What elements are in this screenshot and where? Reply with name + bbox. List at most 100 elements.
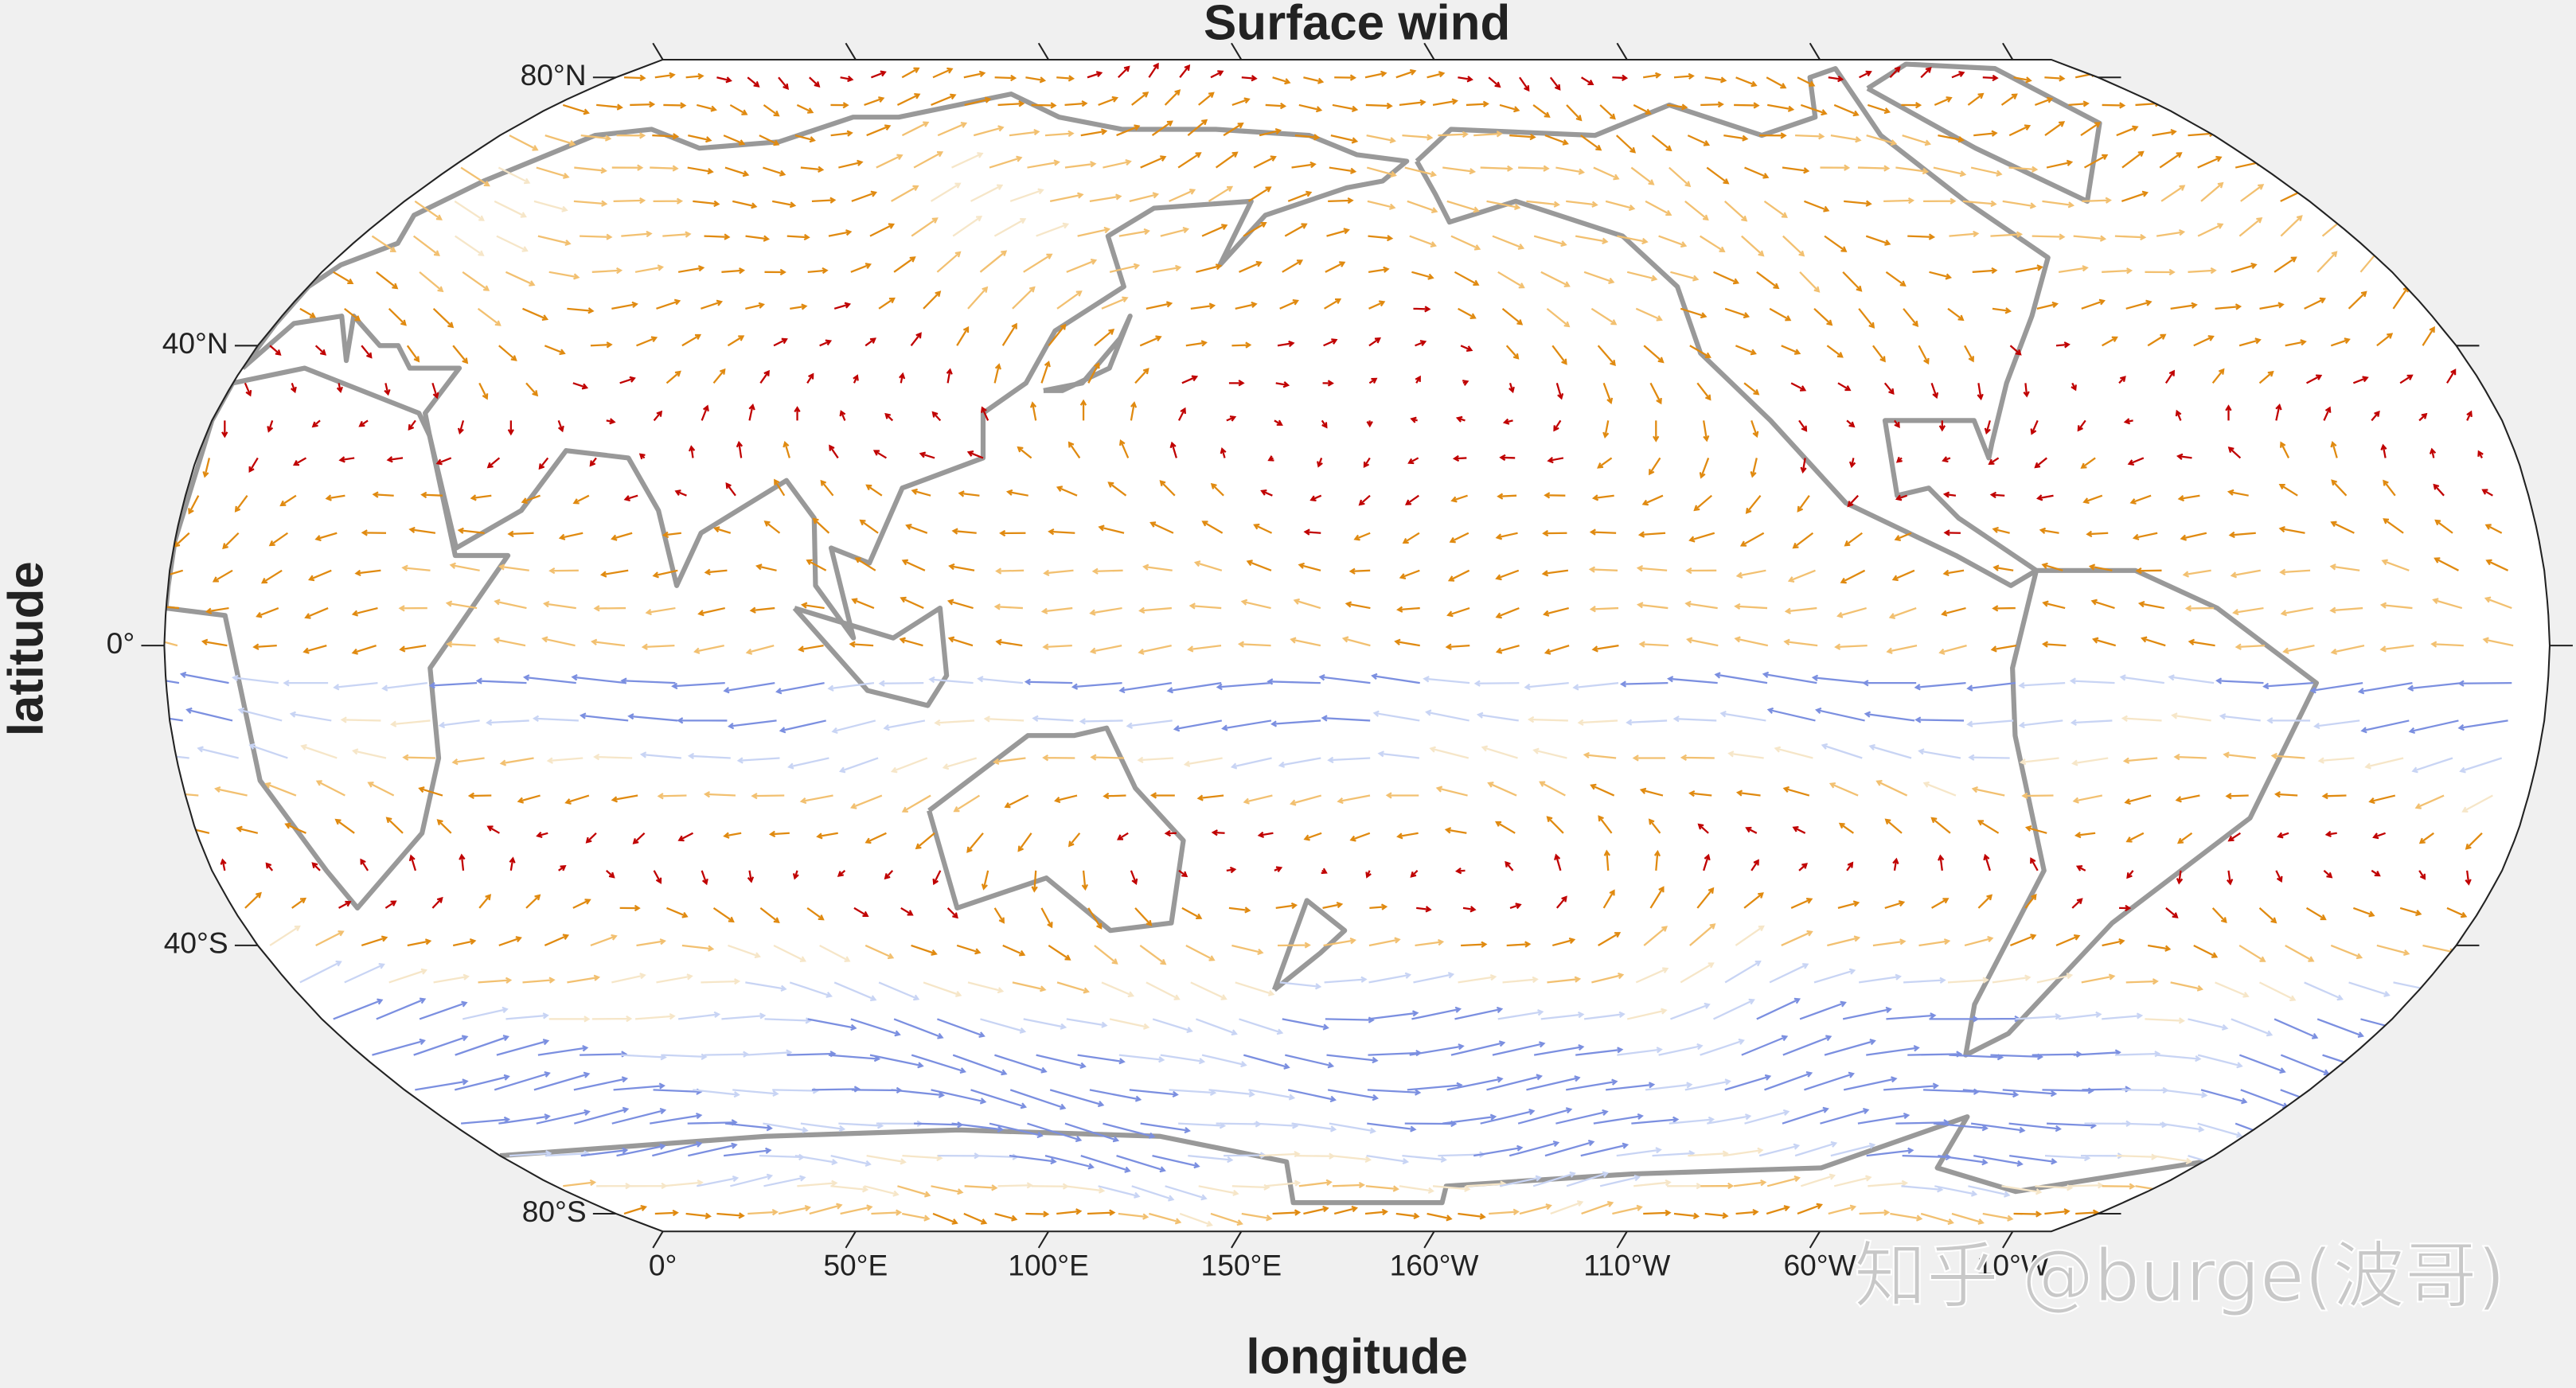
- wind-arrow: [1938, 645, 1967, 655]
- wind-arrow: [2231, 1018, 2274, 1037]
- wind-arrow: [2280, 606, 2313, 617]
- wind-arrow: [438, 719, 480, 729]
- wind-arrow: [1473, 1144, 1524, 1157]
- wind-arrow: [593, 753, 633, 761]
- wind-arrow: [1413, 972, 1455, 984]
- wind-arrow: [308, 569, 332, 582]
- wind-arrow: [1040, 361, 1051, 384]
- wind-arrow: [2035, 494, 2054, 501]
- wind-arrow: [1489, 1208, 1520, 1215]
- wind-arrow: [1366, 420, 1373, 428]
- wind-arrow: [634, 1013, 676, 1020]
- wind-arrow: [1149, 792, 1175, 799]
- wind-arrow: [1804, 200, 1830, 212]
- wind-arrow: [1526, 200, 1560, 208]
- wind-arrow: [1454, 1006, 1504, 1020]
- wind-arrow: [1547, 976, 1582, 984]
- wind-arrow: [1631, 1116, 1680, 1125]
- wind-arrow: [1368, 300, 1386, 310]
- wind-arrow: [1458, 307, 1477, 319]
- wind-arrow: [1751, 859, 1759, 871]
- wind-arrow: [1964, 345, 1974, 363]
- wind-arrow: [1769, 307, 1792, 322]
- wind-arrow: [1044, 130, 1075, 138]
- wind-arrow: [981, 870, 989, 891]
- wind-arrow: [1260, 489, 1273, 497]
- wind-arrow: [507, 530, 534, 538]
- wind-arrow: [1555, 1109, 1609, 1125]
- wind-arrow: [1800, 103, 1828, 116]
- wind-arrow: [816, 832, 838, 840]
- wind-arrow: [893, 1018, 944, 1039]
- wind-arrow: [1766, 1205, 1790, 1215]
- wind-arrow: [723, 682, 775, 694]
- wind-arrow: [799, 794, 833, 805]
- wind-arrow: [509, 856, 516, 871]
- wind-arrow: [591, 1015, 633, 1023]
- wind-arrow: [431, 896, 443, 909]
- wind-arrow: [1972, 267, 1998, 275]
- wind-arrow: [1054, 794, 1078, 804]
- wind-arrow: [1745, 494, 1762, 514]
- wind-arrow: [1632, 754, 1666, 762]
- wind-arrow: [764, 1017, 812, 1024]
- wind-arrow: [1345, 601, 1371, 610]
- wind-arrow: [2197, 223, 2224, 237]
- wind-arrow: [1923, 197, 1957, 205]
- wind-arrow: [2434, 557, 2459, 571]
- wind-arrow: [630, 101, 656, 108]
- wind-arrow: [201, 638, 228, 647]
- wind-arrow: [1763, 200, 1788, 218]
- wind-arrow: [1589, 606, 1619, 613]
- wind-arrow: [1509, 903, 1522, 910]
- wind-arrow: [1895, 456, 1903, 463]
- wind-arrow: [1177, 152, 1202, 169]
- wind-arrow: [1066, 1018, 1108, 1028]
- wind-arrow: [704, 791, 736, 798]
- lon-tick-label: 160°W: [1390, 1249, 1479, 1282]
- wind-arrow: [2215, 677, 2264, 684]
- wind-arrow: [1920, 1212, 1954, 1226]
- wind-arrow: [1542, 529, 1567, 537]
- wind-arrow: [236, 825, 259, 834]
- wind-arrow: [1208, 185, 1234, 202]
- wind-arrow: [1938, 134, 1965, 143]
- wind-arrow: [572, 494, 590, 505]
- wind-arrow: [1792, 826, 1806, 834]
- wind-arrow: [2278, 526, 2305, 534]
- wind-arrow: [1890, 1212, 1923, 1222]
- wind-arrow: [1404, 166, 1438, 177]
- wind-arrow: [2282, 645, 2315, 654]
- wind-arrow: [1859, 70, 1872, 79]
- wind-arrow: [728, 944, 761, 959]
- wind-arrow: [1518, 165, 1550, 172]
- wind-arrow: [2274, 1018, 2319, 1039]
- wind-arrow: [478, 382, 489, 400]
- wind-arrow: [269, 925, 301, 946]
- wind-arrow: [2072, 794, 2103, 804]
- wind-arrow: [2114, 233, 2147, 241]
- wind-arrow: [2376, 333, 2394, 347]
- tick-mark: [845, 1230, 857, 1249]
- wind-arrow: [931, 1089, 987, 1105]
- wind-arrow: [1450, 1040, 1506, 1056]
- wind-arrow: [1337, 794, 1371, 805]
- wind-arrow: [1101, 296, 1129, 310]
- wind-arrow: [2082, 494, 2103, 505]
- wind-arrow: [1265, 1179, 1302, 1187]
- wind-arrow: [878, 297, 896, 310]
- wind-arrow: [773, 337, 788, 347]
- wind-arrow: [1277, 340, 1295, 348]
- wind-arrow: [336, 383, 343, 394]
- wind-arrow: [1329, 1122, 1376, 1134]
- wind-arrow: [964, 1184, 998, 1191]
- wind-arrow: [248, 457, 259, 474]
- wind-arrow: [1029, 401, 1037, 421]
- wind-arrow: [773, 944, 806, 962]
- wind-arrow: [1703, 420, 1710, 443]
- tick-mark: [845, 42, 857, 60]
- wind-arrow: [1626, 1008, 1668, 1020]
- wind-arrow: [1834, 643, 1868, 650]
- wind-arrow: [652, 569, 678, 579]
- wind-arrow: [1589, 528, 1617, 536]
